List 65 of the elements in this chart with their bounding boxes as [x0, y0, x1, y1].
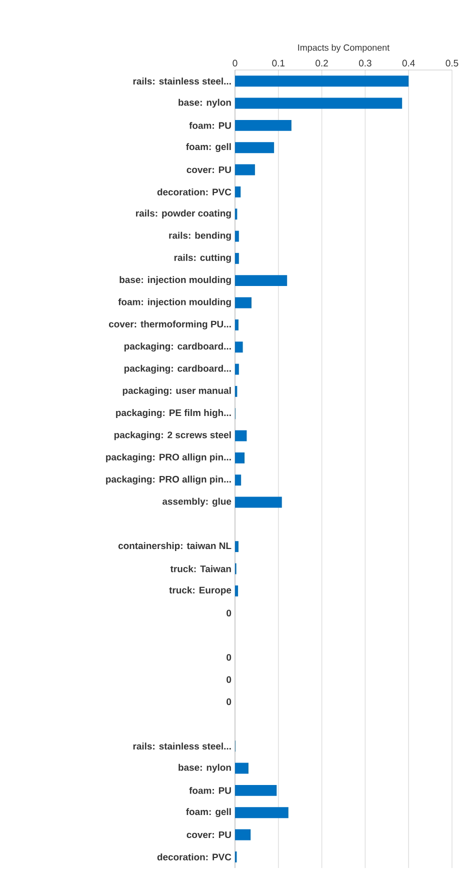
bar	[234, 342, 243, 353]
bar	[234, 474, 242, 486]
y-tick-label: 0	[226, 654, 232, 661]
bar	[234, 252, 239, 264]
bar	[234, 275, 288, 286]
bar	[234, 297, 252, 308]
x-tick-label: 0.2	[316, 60, 328, 66]
y-tick-label: rails: cutting	[174, 254, 231, 263]
bar	[234, 364, 239, 375]
bar	[234, 208, 238, 220]
y-tick-label: base: injection moulding	[120, 276, 231, 286]
bar	[234, 430, 247, 442]
bar	[234, 807, 288, 818]
bar	[234, 784, 277, 796]
x-tick-label: 0.5	[446, 60, 458, 66]
y-tick-label: 0	[226, 610, 232, 616]
bar	[234, 76, 409, 87]
y-tick-label: packaging: PE film high...	[116, 409, 231, 418]
bar	[234, 762, 248, 774]
bar	[234, 230, 239, 242]
y-tick-label: foam: gell	[186, 808, 231, 818]
bar	[234, 319, 238, 330]
y-tick-label: packaging: cardboard...	[124, 342, 231, 352]
y-tick-label: foam: PU	[189, 122, 231, 129]
bar	[234, 452, 245, 464]
y-tick-label: packaging: PRO allign pin...	[106, 453, 231, 462]
bar	[234, 142, 274, 154]
y-tick-label: rails: powder coating	[136, 210, 231, 219]
x-tick-label: 0.4	[402, 60, 415, 66]
x-tick-label: 0	[232, 60, 238, 66]
y-tick-label: 0	[226, 698, 232, 706]
y-tick-label: containership: taiwan NL	[118, 542, 232, 551]
bar	[234, 829, 251, 840]
x-tick-label: 0.3	[358, 60, 372, 66]
y-tick-label: cover: PU	[186, 166, 231, 174]
y-tick-label: packaging: cardboard...	[124, 364, 231, 374]
y-tick-label: rails: bending	[169, 232, 231, 241]
y-tick-label: rails: stainless steel...	[133, 742, 231, 750]
y-tick-label: packaging: user manual	[122, 386, 231, 396]
y-tick-label: foam: gell	[186, 143, 231, 152]
y-tick-label: truck: Taiwan	[170, 565, 231, 572]
y-tick-label: cover: thermoforming PU...	[108, 320, 231, 330]
y-tick-label: base: nylon	[178, 764, 231, 773]
bar	[234, 120, 292, 131]
bar	[234, 186, 241, 198]
y-tick-label: 0	[226, 676, 232, 683]
bar	[234, 386, 238, 397]
y-tick-label: foam: PU	[189, 786, 231, 794]
bar	[234, 496, 282, 508]
bar	[234, 98, 402, 109]
y-tick-label: packaging: PRO allign pin...	[106, 476, 231, 485]
y-tick-label: packaging: 2 screws steel	[114, 431, 231, 440]
y-tick-label: truck: Europe	[169, 586, 232, 596]
bar	[234, 541, 238, 552]
y-tick-label: cover: PU	[186, 831, 231, 838]
y-tick-label: decoration: PVC	[157, 188, 232, 196]
y-tick-label: decoration: PVC	[157, 853, 232, 860]
bar	[234, 585, 238, 596]
chart-title: Impacts by Component	[298, 44, 390, 52]
y-tick-label: foam: injection moulding	[118, 298, 231, 308]
y-tick-label: assembly: glue	[162, 498, 232, 507]
bar	[234, 164, 255, 176]
y-tick-label: base: nylon	[178, 98, 231, 108]
y-tick-label: rails: stainless steel...	[133, 78, 231, 85]
x-tick-label: 0.1	[272, 60, 285, 66]
